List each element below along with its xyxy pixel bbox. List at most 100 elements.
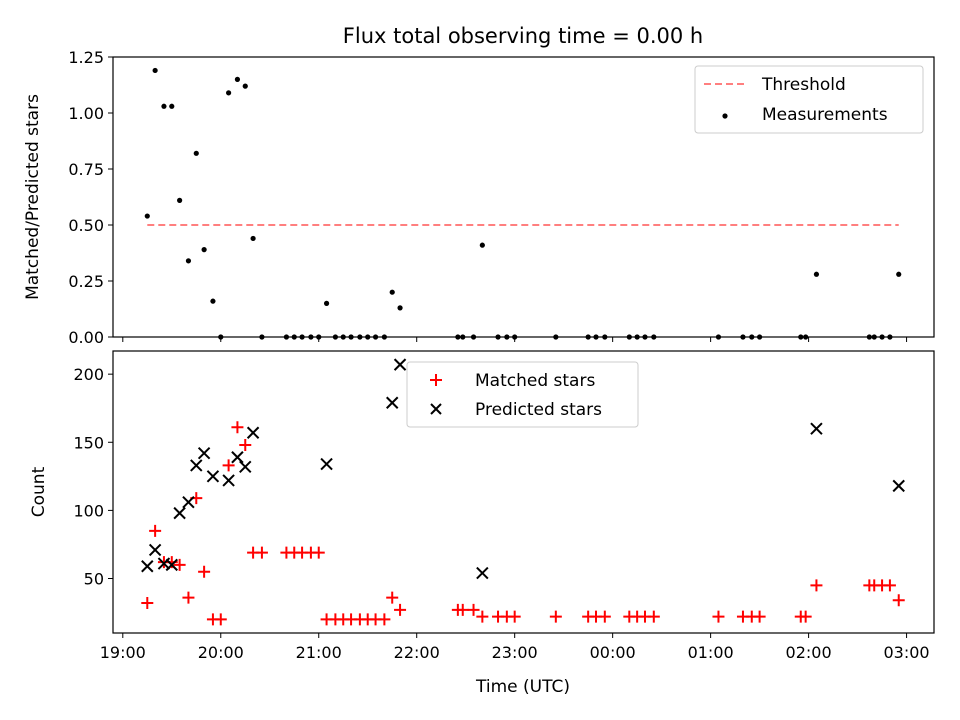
predicted-star-point <box>222 474 235 487</box>
matched-star-point <box>810 579 823 592</box>
measurement-point <box>152 67 158 74</box>
predicted-star-point <box>810 422 823 435</box>
predicted-star-point <box>393 358 407 371</box>
measurement-point <box>177 197 183 203</box>
matched-star-point <box>255 546 268 559</box>
count-panel: 50 100 150 200 19:00 20:00 21:00 22:00 23:00 00:… <box>29 350 935 697</box>
measurement-point <box>479 242 485 248</box>
ratio-y-tick-label: 0.75 <box>68 160 104 179</box>
measurement-point <box>185 258 192 264</box>
ratio-axes-frame <box>112 56 935 338</box>
matched-star-point <box>173 558 186 571</box>
predicted-star-point <box>320 457 333 471</box>
legend-measurements-swatch <box>722 113 728 119</box>
count-x-tick-label: 01:00 <box>688 643 734 662</box>
ratio-legend: Threshold Measurements <box>694 65 924 134</box>
count-x-tick-label: 02:00 <box>786 643 832 662</box>
count-y-tick-label: 50 <box>84 570 104 589</box>
predicted-star-point <box>148 543 162 557</box>
ratio-panel: 0.00 0.25 0.50 0.75 1.00 1.25 Matched/Predict… <box>23 48 935 347</box>
measurement-point <box>226 90 232 96</box>
ratio-y-ticks: 0.00 0.25 0.50 0.75 1.00 1.25 <box>68 48 113 347</box>
predicted-star-points <box>141 358 905 580</box>
measurement-point <box>234 76 241 82</box>
predicted-star-point <box>190 459 203 472</box>
count-axes-frame <box>112 350 935 634</box>
count-x-tick-label: 03:00 <box>884 643 930 662</box>
predicted-star-point <box>182 496 195 509</box>
measurement-point <box>323 300 330 306</box>
legend-matched-label: Matched stars <box>475 371 595 391</box>
matched-star-point <box>239 439 252 451</box>
measurement-point <box>397 305 403 311</box>
count-x-tick-label: 19:00 <box>100 643 146 662</box>
matched-star-point <box>182 591 195 604</box>
predicted-star-point <box>476 566 489 580</box>
matched-star-point <box>149 524 162 537</box>
ratio-y-tick-label: 0.00 <box>68 328 104 347</box>
ratio-y-tick-label: 0.50 <box>68 216 104 235</box>
predicted-star-point <box>206 470 220 483</box>
matched-star-point <box>753 610 766 623</box>
count-x-tick-label: 20:00 <box>198 643 244 662</box>
count-y-axis-label: Count <box>29 466 49 517</box>
predicted-star-point <box>197 446 211 460</box>
measurement-points <box>144 67 902 340</box>
predicted-star-point <box>173 506 186 520</box>
count-x-tick-label: 21:00 <box>296 643 342 662</box>
matched-star-point <box>712 610 725 623</box>
measurement-point <box>210 298 216 304</box>
count-legend: Matched stars Predicted stars <box>406 361 639 428</box>
count-x-tick-label: 00:00 <box>590 643 636 662</box>
matched-star-point <box>222 459 235 472</box>
legend-matched-swatch <box>430 374 442 386</box>
matched-star-point <box>892 594 905 607</box>
legend-predicted-swatch <box>430 403 442 415</box>
predicted-star-point <box>239 460 252 474</box>
count-x-tick-label: 22:00 <box>394 643 440 662</box>
measurement-point <box>193 150 199 156</box>
matched-star-point <box>386 591 399 604</box>
matched-star-point <box>378 613 391 626</box>
matched-star-point <box>647 610 660 623</box>
matched-star-point <box>456 603 469 616</box>
ratio-y-axis-label: Matched/Predicted stars <box>23 94 43 300</box>
matched-star-point <box>883 579 896 592</box>
legend-predicted-label: Predicted stars <box>475 400 602 420</box>
ratio-y-tick-label: 1.00 <box>68 104 104 123</box>
ratio-legend-box <box>694 65 924 134</box>
measurement-point <box>201 247 207 253</box>
count-x-ticks: 19:00 20:00 21:00 22:00 23:00 00:00 01:00 02:00… <box>100 633 930 662</box>
chart-title: Flux total observing time = 0.00 h <box>343 24 703 48</box>
matched-star-point <box>799 610 812 623</box>
count-legend-box <box>406 361 639 428</box>
predicted-star-point <box>386 396 399 409</box>
matched-star-point <box>476 610 489 623</box>
count-x-tick-label: 23:00 <box>492 643 538 662</box>
legend-threshold-label: Threshold <box>761 75 846 95</box>
measurement-point <box>896 271 902 277</box>
matched-star-points <box>141 421 905 626</box>
matched-star-point <box>214 613 227 626</box>
measurement-point <box>813 271 820 277</box>
matched-star-point <box>508 610 521 623</box>
matched-star-point <box>467 603 480 616</box>
predicted-star-point <box>141 560 154 573</box>
matched-star-point <box>312 546 325 559</box>
predicted-star-point <box>165 558 178 572</box>
matched-star-point <box>598 610 611 623</box>
matched-star-point <box>231 421 244 434</box>
matched-star-point <box>549 610 562 623</box>
measurement-point <box>250 235 256 242</box>
measurement-point <box>169 103 175 109</box>
count-y-tick-label: 100 <box>73 501 104 520</box>
x-axis-label: Time (UTC) <box>475 677 570 697</box>
matched-star-point <box>141 597 154 610</box>
measurement-point <box>389 289 395 295</box>
measurement-point <box>242 83 248 89</box>
count-y-tick-label: 200 <box>73 365 104 384</box>
measurement-point <box>161 103 167 109</box>
ratio-y-tick-label: 0.25 <box>68 272 104 291</box>
predicted-star-point <box>231 451 244 464</box>
